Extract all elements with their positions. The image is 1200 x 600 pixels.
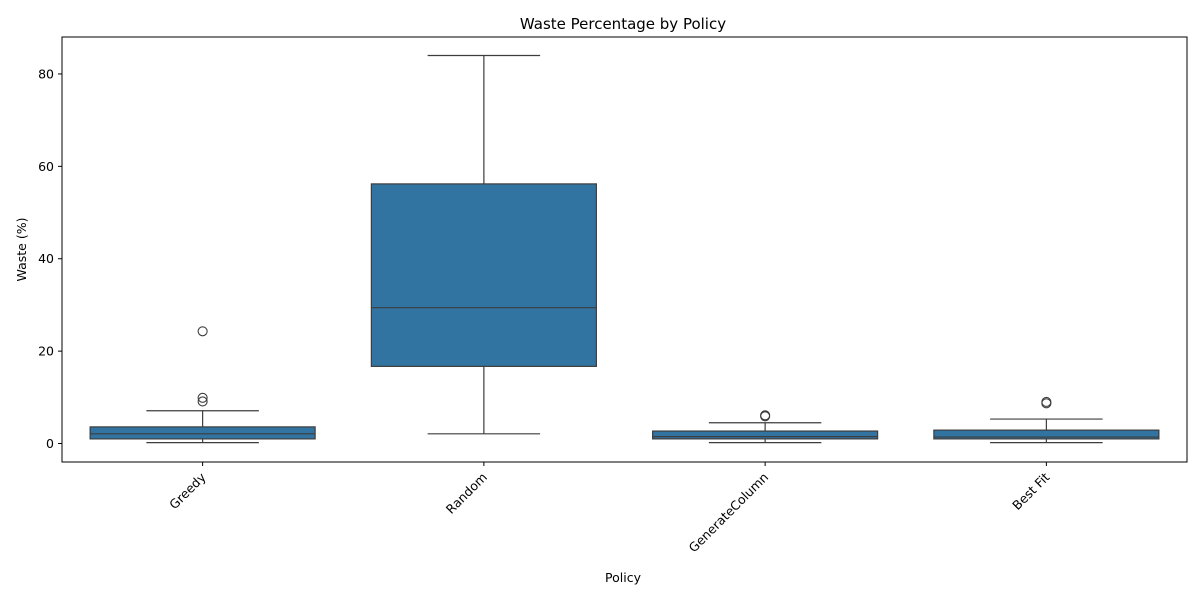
y-tick-label: 20 [38, 344, 54, 359]
y-tick-label: 60 [38, 159, 54, 174]
y-axis-label: Waste (%) [14, 218, 29, 282]
outlier-point [197, 392, 208, 403]
iqr-box [370, 183, 597, 367]
outlier-point [760, 410, 771, 421]
y-axis: 0 20 40 60 80 [38, 66, 62, 451]
box-generatecolumn [652, 410, 879, 444]
outlier-point [1041, 396, 1052, 407]
x-axis-label: Policy [605, 570, 642, 585]
x-axis: Greedy Random GenerateColumn Best Fit [166, 462, 1053, 556]
plot-area [89, 54, 1160, 444]
plot-frame [61, 36, 1188, 463]
outlier-point [197, 396, 208, 407]
iqr-box [89, 426, 316, 440]
y-tick-label: 0 [46, 436, 54, 451]
x-tick-label: Best Fit [1009, 469, 1052, 512]
x-tick-label: GenerateColumn [686, 470, 772, 556]
x-tick-label: Greedy [166, 469, 209, 512]
box-random [370, 54, 597, 435]
iqr-box [652, 430, 879, 440]
box-greedy [89, 326, 316, 444]
y-tick-label: 80 [38, 66, 54, 81]
x-tick-label: Random [443, 470, 490, 517]
y-tick-label: 40 [38, 251, 54, 266]
iqr-box [933, 429, 1160, 440]
chart-title: Waste Percentage by Policy [520, 15, 726, 33]
box-best-fit [933, 396, 1160, 444]
outlier-point [197, 326, 208, 337]
